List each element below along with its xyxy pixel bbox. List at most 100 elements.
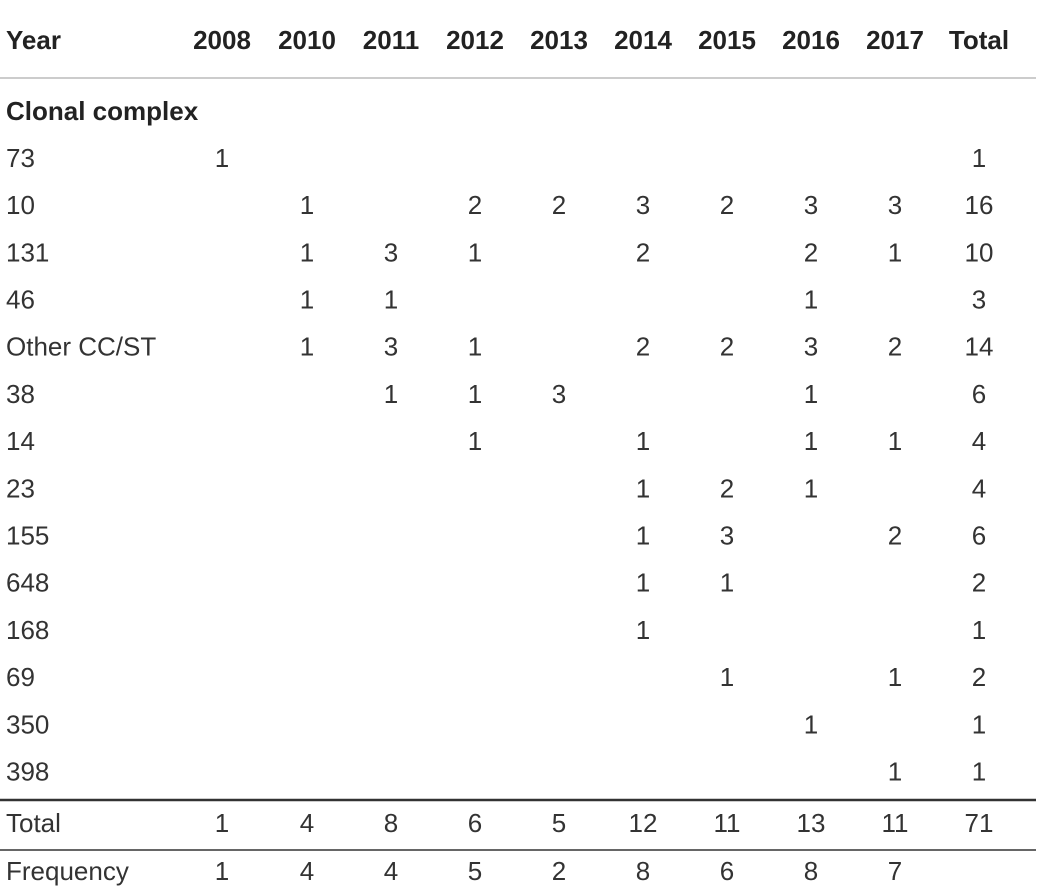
row-cell: 16 (965, 190, 994, 220)
row-cell: 2 (720, 190, 734, 220)
frequency-cell: 8 (804, 856, 818, 886)
frequency-cell: 7 (888, 856, 902, 886)
row-cell: 1 (720, 568, 734, 598)
row-label: 23 (6, 473, 35, 503)
total-cell: 11 (882, 808, 909, 838)
row-cell: 1 (468, 237, 482, 267)
row-cell: 2 (552, 190, 566, 220)
row-cell: 2 (720, 332, 734, 362)
row-cell: 1 (215, 143, 229, 173)
row-cell: 3 (720, 520, 734, 550)
row-cell: 1 (972, 615, 986, 645)
row-cell: 2 (972, 662, 986, 692)
row-cell: 1 (636, 615, 650, 645)
frequency-cell: 1 (215, 856, 229, 886)
row-cell: 1 (300, 190, 314, 220)
row-cell: 3 (636, 190, 650, 220)
row-cell: 1 (468, 426, 482, 456)
row-label: 350 (6, 709, 49, 739)
row-cell: 1 (804, 709, 818, 739)
row-label: 69 (6, 662, 35, 692)
row-cell: 1 (384, 379, 398, 409)
total-cell: 4 (300, 808, 314, 838)
total-cell: 6 (468, 808, 482, 838)
total-label: Total (6, 808, 61, 838)
frequency-cell: 8 (636, 856, 650, 886)
header-cell: 2014 (614, 25, 672, 55)
row-label: 38 (6, 379, 35, 409)
header-cell: 2011 (363, 25, 419, 55)
total-cell: 71 (965, 808, 994, 838)
header-cell: 2010 (278, 25, 336, 55)
header-cell: 2015 (698, 25, 756, 55)
row-cell: 1 (636, 426, 650, 456)
row-cell: 1 (888, 426, 902, 456)
row-label: 168 (6, 615, 49, 645)
header-cell: 2017 (866, 25, 924, 55)
row-cell: 1 (972, 143, 986, 173)
row-cell: 10 (965, 237, 994, 267)
row-cell: 1 (804, 426, 818, 456)
row-label: 155 (6, 520, 49, 550)
total-cell: 11 (714, 808, 741, 838)
row-label: Other CC/ST (6, 332, 156, 362)
frequency-cell: 6 (720, 856, 734, 886)
row-cell: 2 (636, 237, 650, 267)
row-cell: 14 (965, 332, 994, 362)
frequency-label: Frequency (6, 856, 129, 886)
row-cell: 1 (300, 237, 314, 267)
row-label: 648 (6, 568, 49, 598)
row-cell: 1 (636, 473, 650, 503)
row-cell: 1 (468, 379, 482, 409)
row-label: 73 (6, 143, 35, 173)
row-cell: 3 (384, 237, 398, 267)
section-label: Clonal complex (6, 96, 199, 126)
row-cell: 1 (972, 756, 986, 786)
row-label: 14 (6, 426, 35, 456)
row-cell: 3 (552, 379, 566, 409)
row-label: 398 (6, 756, 49, 786)
row-label: 46 (6, 284, 35, 314)
row-cell: 3 (804, 332, 818, 362)
row-cell: 1 (468, 332, 482, 362)
total-cell: 13 (797, 808, 826, 838)
row-cell: 3 (888, 190, 902, 220)
row-cell: 2 (636, 332, 650, 362)
header-cell: 2016 (782, 25, 840, 55)
header-cell: 2012 (446, 25, 504, 55)
row-cell: 1 (804, 284, 818, 314)
row-cell: 1 (636, 520, 650, 550)
row-cell: 1 (888, 756, 902, 786)
total-cell: 5 (552, 808, 566, 838)
header-cell: 2013 (530, 25, 588, 55)
row-cell: 2 (972, 568, 986, 598)
frequency-cell: 5 (468, 856, 482, 886)
row-cell: 1 (636, 568, 650, 598)
row-cell: 1 (804, 473, 818, 503)
row-cell: 3 (384, 332, 398, 362)
row-cell: 1 (300, 284, 314, 314)
header-label: Year (6, 25, 61, 55)
row-cell: 1 (972, 709, 986, 739)
row-cell: 6 (972, 520, 986, 550)
total-cell: 1 (215, 808, 229, 838)
row-cell: 1 (888, 237, 902, 267)
header-cell: 2008 (193, 25, 251, 55)
row-cell: 1 (720, 662, 734, 692)
row-label: 131 (6, 237, 49, 267)
row-cell: 1 (300, 332, 314, 362)
row-cell: 2 (888, 520, 902, 550)
row-cell: 4 (972, 473, 986, 503)
total-cell: 12 (629, 808, 658, 838)
row-cell: 3 (972, 284, 986, 314)
row-cell: 2 (468, 190, 482, 220)
row-cell: 4 (972, 426, 986, 456)
frequency-cell: 4 (384, 856, 398, 886)
row-cell: 1 (888, 662, 902, 692)
row-cell: 2 (804, 237, 818, 267)
frequency-cell: 4 (300, 856, 314, 886)
frequency-cell: 2 (552, 856, 566, 886)
row-cell: 1 (384, 284, 398, 314)
row-cell: 2 (888, 332, 902, 362)
